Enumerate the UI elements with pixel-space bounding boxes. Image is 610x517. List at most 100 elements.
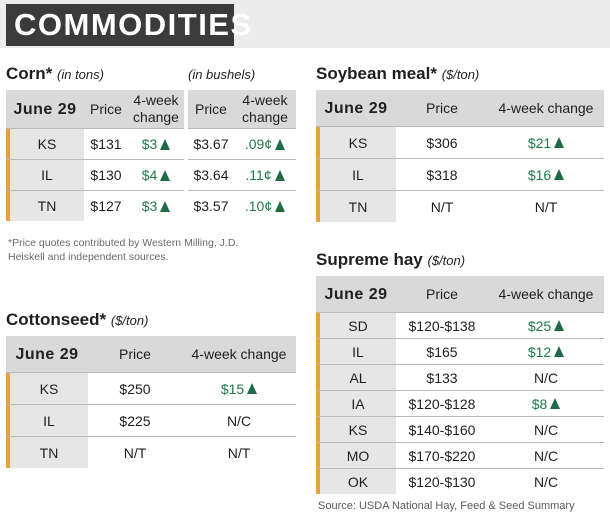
corn-unit-bushels: (in bushels) (188, 67, 256, 82)
price-cell: $127 (90, 198, 122, 214)
table-row: $3.67 .09¢ (188, 128, 296, 159)
state-cell: IL (6, 405, 88, 436)
change-cell: N/C (182, 405, 296, 436)
change-cell-value: $21 (527, 134, 552, 151)
change-cell-value: N/C (533, 447, 559, 464)
change-cell-value: N/T (534, 198, 558, 215)
state-cell: MO (316, 443, 396, 468)
change-cell-value: $25 (527, 317, 552, 334)
change-cell: N/T (488, 191, 604, 222)
price-cell: $3.57 (193, 198, 229, 214)
corn-title: Corn* (6, 64, 53, 83)
up-arrow-icon (160, 200, 171, 212)
state-cell: IL (316, 339, 396, 364)
table-row: IL $165 $12 (316, 338, 604, 364)
change-cell: $8 (488, 391, 604, 416)
state-cell: KS (316, 417, 396, 442)
up-arrow-icon (554, 137, 565, 148)
table-row: IL $318 $16 (316, 158, 604, 190)
price-cell: $131 (90, 136, 122, 152)
page-title: COMMODITIES (6, 4, 251, 46)
table-row: $3.57 .10¢ (188, 190, 296, 221)
change-cell-value: $8 (531, 395, 548, 412)
change-cell: $12 (488, 339, 604, 364)
price-cell: $3.64 (193, 167, 229, 183)
change-cell-value: .09¢ (244, 136, 273, 152)
price-cell: N/T (430, 198, 454, 215)
corn-tons-header: June 29 Price 4-week change (6, 90, 184, 128)
price-cell: $165 (426, 343, 458, 360)
corn-date-header: June 29 (13, 100, 77, 118)
price-cell: $120-$130 (408, 473, 476, 490)
change-cell-value: $15 (220, 380, 245, 397)
up-arrow-icon (550, 398, 561, 409)
table-row: KS $306 $21 (316, 126, 604, 158)
cottonseed-change-header: 4-week change (191, 345, 287, 362)
cottonseed-title: Cottonseed* (6, 310, 107, 329)
up-arrow-icon (247, 383, 258, 394)
change-cell-value: N/C (533, 421, 559, 438)
up-arrow-icon (275, 200, 286, 212)
hay-date-header: June 29 (324, 285, 388, 303)
corn-bushels-table: Price 4-week change $3.67.09¢ $3.64.11¢ $3… (188, 90, 296, 221)
change-cell-value: $12 (527, 343, 552, 360)
corn-price-header: Price (90, 100, 122, 117)
hay-change-header: 4-week change (498, 285, 594, 302)
state-cell: TN (6, 191, 84, 221)
state-cell: KS (6, 129, 84, 159)
corn-unit-tons: (in tons) (57, 67, 104, 82)
table-row: MO $170-$220 N/C (316, 442, 604, 468)
hay-price-header: Price (426, 285, 458, 302)
table-row: AL $133 N/C (316, 364, 604, 390)
change-cell-value: N/C (226, 412, 252, 429)
state-cell: IL (316, 159, 396, 190)
header-banner: COMMODITIES (0, 0, 610, 48)
table-row: IL $130 $4 (6, 159, 184, 190)
price-cell: $133 (426, 369, 458, 386)
cottonseed-section-title: Cottonseed* ($/ton) (6, 310, 148, 330)
table-row: IL $225 N/C (6, 404, 296, 436)
change-cell-value: $3 (141, 136, 158, 152)
change-cell-value: $16 (527, 166, 552, 183)
corn-bu-price-header: Price (195, 100, 227, 117)
table-row: KS $131 $3 (6, 128, 184, 159)
cottonseed-table: June 29 Price 4-week change KS $250 $15 IL $… (6, 336, 296, 468)
change-cell: .10¢ (234, 191, 296, 221)
change-cell: N/C (488, 365, 604, 390)
change-cell-value: N/C (533, 369, 559, 386)
soybean-change-header: 4-week change (498, 99, 594, 116)
change-cell: $3 (128, 191, 184, 221)
price-cell: $225 (119, 412, 151, 429)
table-row: $3.64 .11¢ (188, 159, 296, 190)
soybean-date-header: June 29 (324, 99, 388, 117)
change-cell-value: .10¢ (244, 198, 273, 214)
hay-header: June 29 Price 4-week change (316, 276, 604, 312)
change-cell-value: N/C (533, 473, 559, 490)
table-row: TN $127 $3 (6, 190, 184, 221)
change-cell: .09¢ (234, 129, 296, 159)
change-cell: N/C (488, 469, 604, 494)
price-cell: N/T (123, 444, 147, 461)
table-row: KS $140-$160 N/C (316, 416, 604, 442)
state-cell: SD (316, 313, 396, 338)
state-cell: AL (316, 365, 396, 390)
up-arrow-icon (160, 138, 171, 150)
up-arrow-icon (275, 138, 286, 150)
table-row: IA $120-$128 $8 (316, 390, 604, 416)
corn-bushels-header: Price 4-week change (188, 90, 296, 128)
price-cell: $120-$128 (408, 395, 476, 412)
up-arrow-icon (554, 169, 565, 180)
soybean-title: Soybean meal* (316, 64, 437, 83)
hay-table: June 29 Price 4-week change SD $120-$138 $… (316, 276, 604, 494)
price-cell: $130 (90, 167, 122, 183)
change-cell: $16 (488, 159, 604, 190)
change-cell: $21 (488, 127, 604, 158)
footnote: *Price quotes contributed by Western Mil… (8, 237, 239, 263)
soybean-header: June 29 Price 4-week change (316, 90, 604, 126)
cottonseed-date-header: June 29 (15, 345, 79, 363)
change-cell-value: N/T (227, 444, 251, 461)
price-cell: $3.67 (193, 136, 229, 152)
state-cell: IA (316, 391, 396, 416)
corn-bu-change-header: 4-week change (242, 92, 288, 125)
price-cell: $170-$220 (408, 447, 476, 464)
